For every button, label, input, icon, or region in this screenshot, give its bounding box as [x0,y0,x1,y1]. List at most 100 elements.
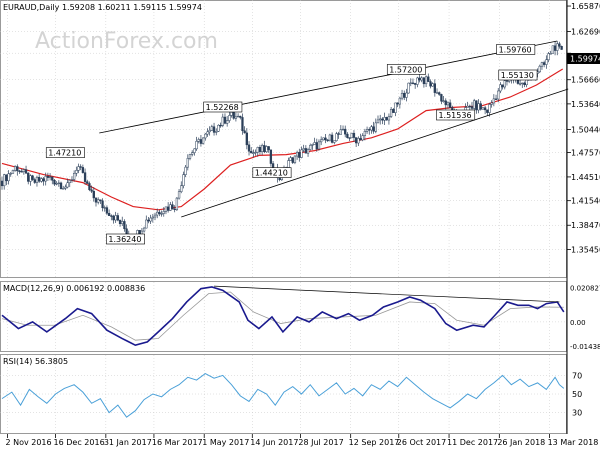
candle-body [75,170,78,174]
candle-body [481,107,485,110]
time-tick-label: 16 Dec 2016 [54,438,105,447]
candle-body [239,115,242,118]
candle-body [94,197,98,203]
candle-body [241,117,244,132]
candle-body [518,83,522,85]
candle-body [204,133,207,139]
candle-body [339,129,342,135]
candle-body [300,149,303,158]
candle-body [424,76,428,85]
candle-body [494,98,498,100]
candle-body [31,175,34,180]
candle-body [313,142,316,145]
candle-body [184,166,187,175]
time-tick-label: 14 Jun 2017 [250,438,298,447]
candle-body [151,216,154,219]
candle-body [278,177,281,180]
candle-body [0,180,4,187]
price-tick-label: 1.41540 [571,197,600,206]
candle-body [103,207,106,209]
candle-body [379,118,382,121]
candle-body [191,152,194,155]
candle-body [193,148,196,153]
candle-body [341,128,345,131]
candle-body [88,183,91,191]
price-tick-label: 1.44510 [571,173,600,182]
time-tick-label: 12 Sep 2017 [349,438,400,447]
candle-body [440,94,443,102]
candle-body [57,182,60,184]
candle-body [182,174,185,186]
candle-body [245,132,248,146]
candle-body [435,92,439,94]
candle-body [164,206,168,212]
candle-body [160,213,163,215]
candle-body [38,176,41,182]
candle-body [226,120,229,124]
candle-body [468,105,471,108]
time-tick-label: 13 Mar 2018 [548,438,599,447]
price-tick-label: 1.35450 [571,245,600,254]
annotation-label: 1.59760 [499,45,532,54]
candle-body [291,157,294,163]
candle-body [212,126,216,133]
candle-body [260,145,264,152]
candle-body [409,82,412,84]
candle-body [431,83,434,87]
candle-body [22,169,26,172]
watermark: ActionForex.com [35,29,218,54]
candle-body [101,200,104,209]
time-tick-label: 2 Nov 2016 [5,438,51,447]
candle-body [230,112,233,116]
candle-body [107,212,111,216]
annotation-box [498,69,538,81]
candle-body [197,139,200,142]
candle-body [105,207,109,214]
price-tick-label: 1.65870 [571,2,600,11]
candle-body [556,43,559,51]
candle-body [79,166,82,168]
candle-body [232,112,235,119]
candle-body [304,148,308,154]
candle-body [142,227,146,232]
candle-body [407,82,410,94]
candle-body [9,173,12,175]
candle-body [201,137,205,144]
candle-body [298,152,301,158]
candle-body [254,151,257,154]
candle-body [223,116,227,124]
candle-body [396,102,399,105]
candle-body [553,45,557,51]
candle-body [418,77,421,81]
candle-body [497,90,500,100]
candle-body [499,84,502,92]
candle-body [545,59,548,65]
price-tick-label: 1.62690 [571,27,600,36]
price-annotations: 1.47210 1.36240 1.52268 1.44210 1.57200 1.515… [45,44,538,245]
trendline [99,40,558,134]
candle-body [403,92,406,98]
candle-body [256,147,259,153]
candle-body [361,135,364,141]
candle-body [381,118,384,121]
candle-body [16,166,19,172]
price-tick-label: 1.38470 [571,221,600,230]
candle-body [44,176,47,182]
candle-body [40,178,43,182]
annotation-label: 1.51536 [438,111,471,120]
macd-tick-label: -0.014386 [570,343,600,351]
rsi-line [1,372,565,418]
candle-body [29,175,32,182]
candle-body [20,171,23,173]
candle-body [114,215,117,221]
candle-body [228,115,231,121]
candle-body [348,137,351,139]
candle-body [488,104,491,113]
macd-series: 0.020827 0.00 -0.014386 [1,284,600,351]
candle-body [68,180,71,183]
candle-body [81,167,85,173]
candle-body [195,141,198,150]
candle-body [236,115,240,118]
candle-body [53,180,56,185]
candle-body [219,124,222,127]
